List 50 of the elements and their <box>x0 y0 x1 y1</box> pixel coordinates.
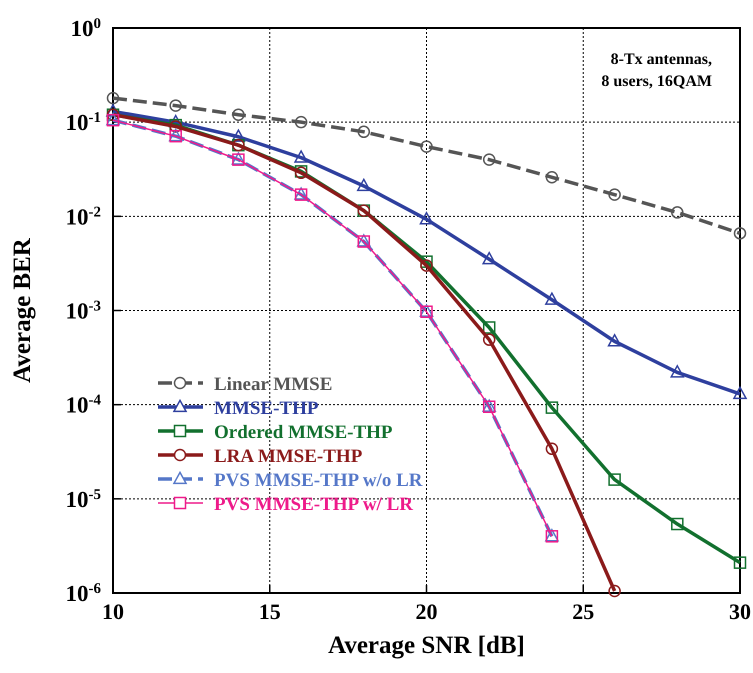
x-tick-label: 30 <box>729 599 751 624</box>
y-axis-title: Average BER <box>9 237 36 383</box>
point <box>733 386 747 400</box>
point <box>232 129 246 142</box>
point <box>670 365 684 378</box>
point <box>608 473 621 486</box>
y-tick-label: 10$^{-1}$ <box>66 110 101 136</box>
point <box>671 206 684 219</box>
point <box>420 259 433 272</box>
point <box>546 442 558 456</box>
point <box>357 178 371 192</box>
point <box>482 252 496 264</box>
point <box>482 333 496 346</box>
point <box>358 126 370 138</box>
y-tick-label: 10$^{-6}$ <box>66 581 102 606</box>
legend-label: Ordered MMSE-THP <box>214 422 393 443</box>
x-tick-label: 10 <box>102 599 124 624</box>
point <box>546 171 558 184</box>
y-tick-label: 10$^{-5}$ <box>66 486 101 512</box>
point <box>294 116 308 128</box>
point <box>294 150 308 163</box>
point <box>106 92 120 104</box>
legend-label: PVS MMSE-THP w/o LR <box>214 470 423 491</box>
point <box>734 556 746 569</box>
y-tick-label: 10$^{0}$ <box>70 16 101 41</box>
y-tick-label: 10$^{-2}$ <box>66 204 101 230</box>
legend-label: Linear MMSE <box>214 374 332 395</box>
point <box>169 99 182 112</box>
y-tick-label: 10$^{-3}$ <box>66 298 101 324</box>
point <box>545 292 559 305</box>
legend-label: LRA MMSE-THP <box>214 446 363 467</box>
legend-label: MMSE-THP <box>214 398 319 419</box>
point <box>420 212 434 224</box>
x-tick-label: 20 <box>416 599 438 624</box>
point <box>482 153 496 166</box>
point <box>608 188 621 201</box>
point <box>482 321 496 334</box>
point <box>608 334 622 347</box>
point <box>734 227 746 240</box>
x-tick-label: 25 <box>572 599 594 624</box>
point <box>546 401 558 414</box>
x-tick-label: 15 <box>258 599 281 624</box>
point <box>671 518 684 530</box>
y-tick-label: 10$^{-4}$ <box>66 392 102 418</box>
point <box>232 108 245 121</box>
point <box>420 140 433 153</box>
legend-label: PVS MMSE-THP w/ LR <box>214 494 414 515</box>
point <box>608 584 621 598</box>
annotation: 8-Tx antennas, 8 users, 16QAM <box>601 51 712 90</box>
x-axis-title: Average SNR [dB] <box>328 632 525 659</box>
